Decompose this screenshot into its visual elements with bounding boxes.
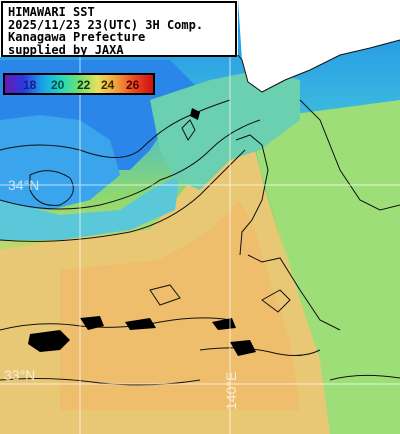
sea-cool-band	[0, 175, 180, 240]
map-timestamp: 2025/11/23 23(UTC) 3H Comp.	[8, 17, 204, 32]
sst-legend: 18 20 22 24 26	[3, 73, 155, 95]
legend-tick-20: 20	[51, 78, 65, 92]
map-info-box: HIMAWARI SST 2025/11/23 23(UTC) 3H Comp.…	[1, 1, 237, 57]
sea-east-region	[250, 100, 400, 434]
map-title: HIMAWARI SST	[8, 5, 95, 19]
cloud-mask	[28, 108, 256, 356]
coastline	[237, 39, 400, 93]
legend-tick-24: 24	[101, 78, 115, 92]
sea-transition	[150, 70, 300, 190]
legend-tick-26: 26	[126, 78, 140, 92]
legend-tick-22: 22	[77, 78, 91, 92]
map-region: Kanagawa Prefecture	[8, 30, 146, 44]
lat-label-2: 33°N	[4, 367, 35, 383]
lat-label-1: 34°N	[8, 177, 39, 193]
land-peninsula	[238, 0, 400, 92]
lon-label: 140°E	[223, 372, 239, 410]
legend-gradient	[5, 75, 153, 93]
legend-tick-18: 18	[23, 78, 37, 92]
map-credit: supplied by JAXA	[8, 42, 124, 57]
